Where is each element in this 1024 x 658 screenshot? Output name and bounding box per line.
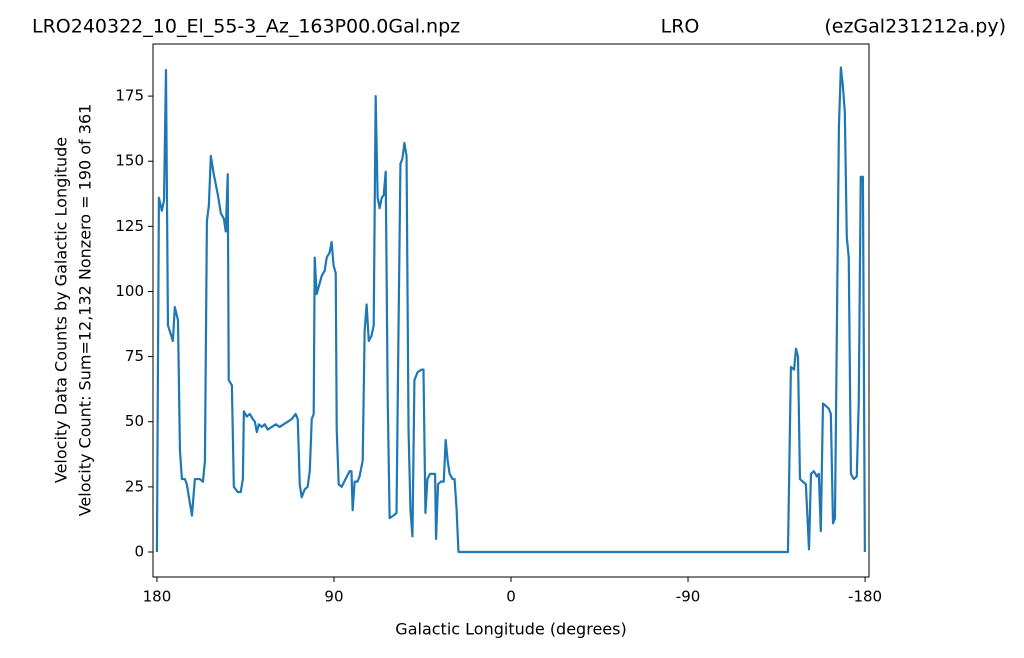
y-tick-label: 100 (115, 282, 144, 300)
y-axis-label: Velocity Data Counts by Galactic Longitu… (52, 137, 71, 483)
y-tick-label: 175 (115, 87, 144, 105)
y-tick-label: 25 (125, 477, 144, 495)
y-axis-label: Velocity Count: Sum=12,132 Nonzero = 190… (76, 104, 95, 517)
x-tick-label: 0 (506, 588, 516, 606)
y-tick-label: 125 (115, 217, 144, 235)
x-axis-label: Galactic Longitude (degrees) (395, 620, 626, 639)
y-tick-label: 50 (125, 412, 144, 430)
y-tick-label: 150 (115, 152, 144, 170)
x-tick-label: 180 (143, 588, 172, 606)
chart-title: LRO240322_10_El_55-3_Az_163P00.0Gal.npz (32, 16, 460, 38)
y-tick-label: 0 (134, 542, 144, 560)
chart-title-center: LRO (661, 16, 700, 38)
chart-title-right: (ezGal231212a.py) (824, 16, 1006, 38)
x-tick-label: -180 (848, 588, 882, 606)
x-tick-label: 90 (324, 588, 343, 606)
data-line (155, 66, 866, 554)
y-tick-label: 75 (125, 347, 144, 365)
x-tick-label: -90 (676, 588, 701, 606)
plot-frame (152, 43, 870, 578)
